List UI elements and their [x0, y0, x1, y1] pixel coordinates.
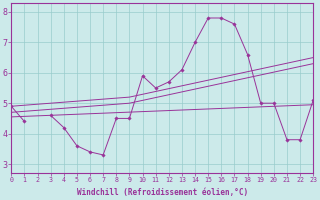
X-axis label: Windchill (Refroidissement éolien,°C): Windchill (Refroidissement éolien,°C) [77, 188, 248, 197]
